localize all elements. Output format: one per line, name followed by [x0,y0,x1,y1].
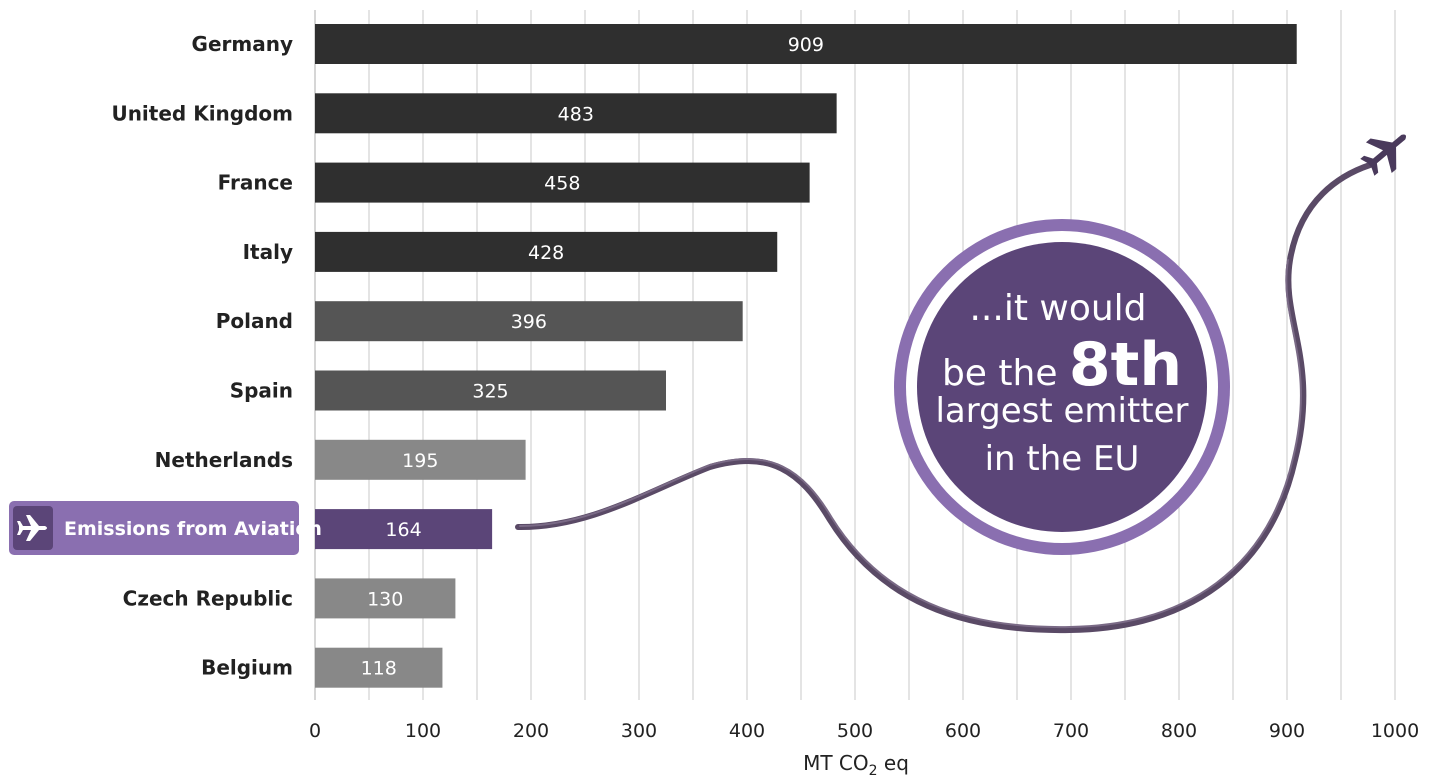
bar [315,647,443,688]
category-label: Germany [192,32,293,56]
category-label: Italy [243,240,293,264]
x-tick-label: 0 [309,720,321,742]
airplane-icon [17,515,47,541]
bar-value-label: 483 [558,103,594,125]
bar [315,509,493,550]
flight-path-swoosh-inner [519,259,1302,629]
x-tick-label: 900 [1269,720,1305,742]
category-label: Poland [216,309,293,333]
bar [315,231,778,272]
x-tick-label: 600 [945,720,981,742]
callout-circle: ...it would be the 8th largest emitter i… [894,219,1230,555]
x-tick-label: 100 [405,720,441,742]
bar-value-label: 909 [788,34,824,56]
bar [315,578,456,619]
callout-rank: 8th [1069,330,1182,400]
x-tick-label: 1000 [1371,720,1419,742]
category-labels: Germany United Kingdom France Italy Poland Sp… [111,32,293,680]
flying-airplane-icon [1360,134,1407,176]
bar-value-label: 118 [361,658,397,680]
callout-line-3: largest emitter [935,391,1188,431]
bar-value-label: 130 [367,588,403,610]
category-label: Spain [230,379,293,403]
aviation-badge: Emissions from Aviation [9,501,322,555]
bars-group [315,24,1297,688]
x-tick-label: 200 [513,720,549,742]
x-tick-label: 400 [729,720,765,742]
x-axis-title: MT CO2 eq [803,751,909,779]
x-tick-label: 700 [1053,720,1089,742]
value-labels: 909 483 458 428 396 325 195 164 130 118 [361,34,824,680]
bar-value-label: 164 [385,519,421,541]
bar [315,24,1297,64]
bar-value-label: 195 [402,450,438,472]
category-label: Belgium [201,656,293,680]
x-tick-label: 300 [621,720,657,742]
bar-value-label: 428 [528,242,564,264]
category-label: Czech Republic [123,586,293,610]
category-label: Netherlands [155,448,293,472]
x-tick-label: 500 [837,720,873,742]
callout-line-1: ...it would [969,288,1146,329]
callout-line-2: be the 8th [942,330,1182,400]
bar [315,370,666,411]
x-tick-labels: 0 100 200 300 400 500 600 700 800 900 1000 [309,720,1419,742]
callout-line-2a: be the [942,353,1069,394]
bar [315,93,837,134]
bar-value-label: 458 [544,173,580,195]
x-tick-label: 800 [1161,720,1197,742]
bar-value-label: 396 [511,311,547,333]
aviation-badge-label: Emissions from Aviation [64,518,322,540]
category-label: United Kingdom [111,101,293,125]
bar [315,162,810,203]
bar [315,301,743,342]
bar-value-label: 325 [472,381,508,403]
flight-path-swoosh [515,162,1373,634]
category-label: France [218,171,293,195]
bar [315,439,526,480]
callout-line-4: in the EU [985,439,1140,479]
